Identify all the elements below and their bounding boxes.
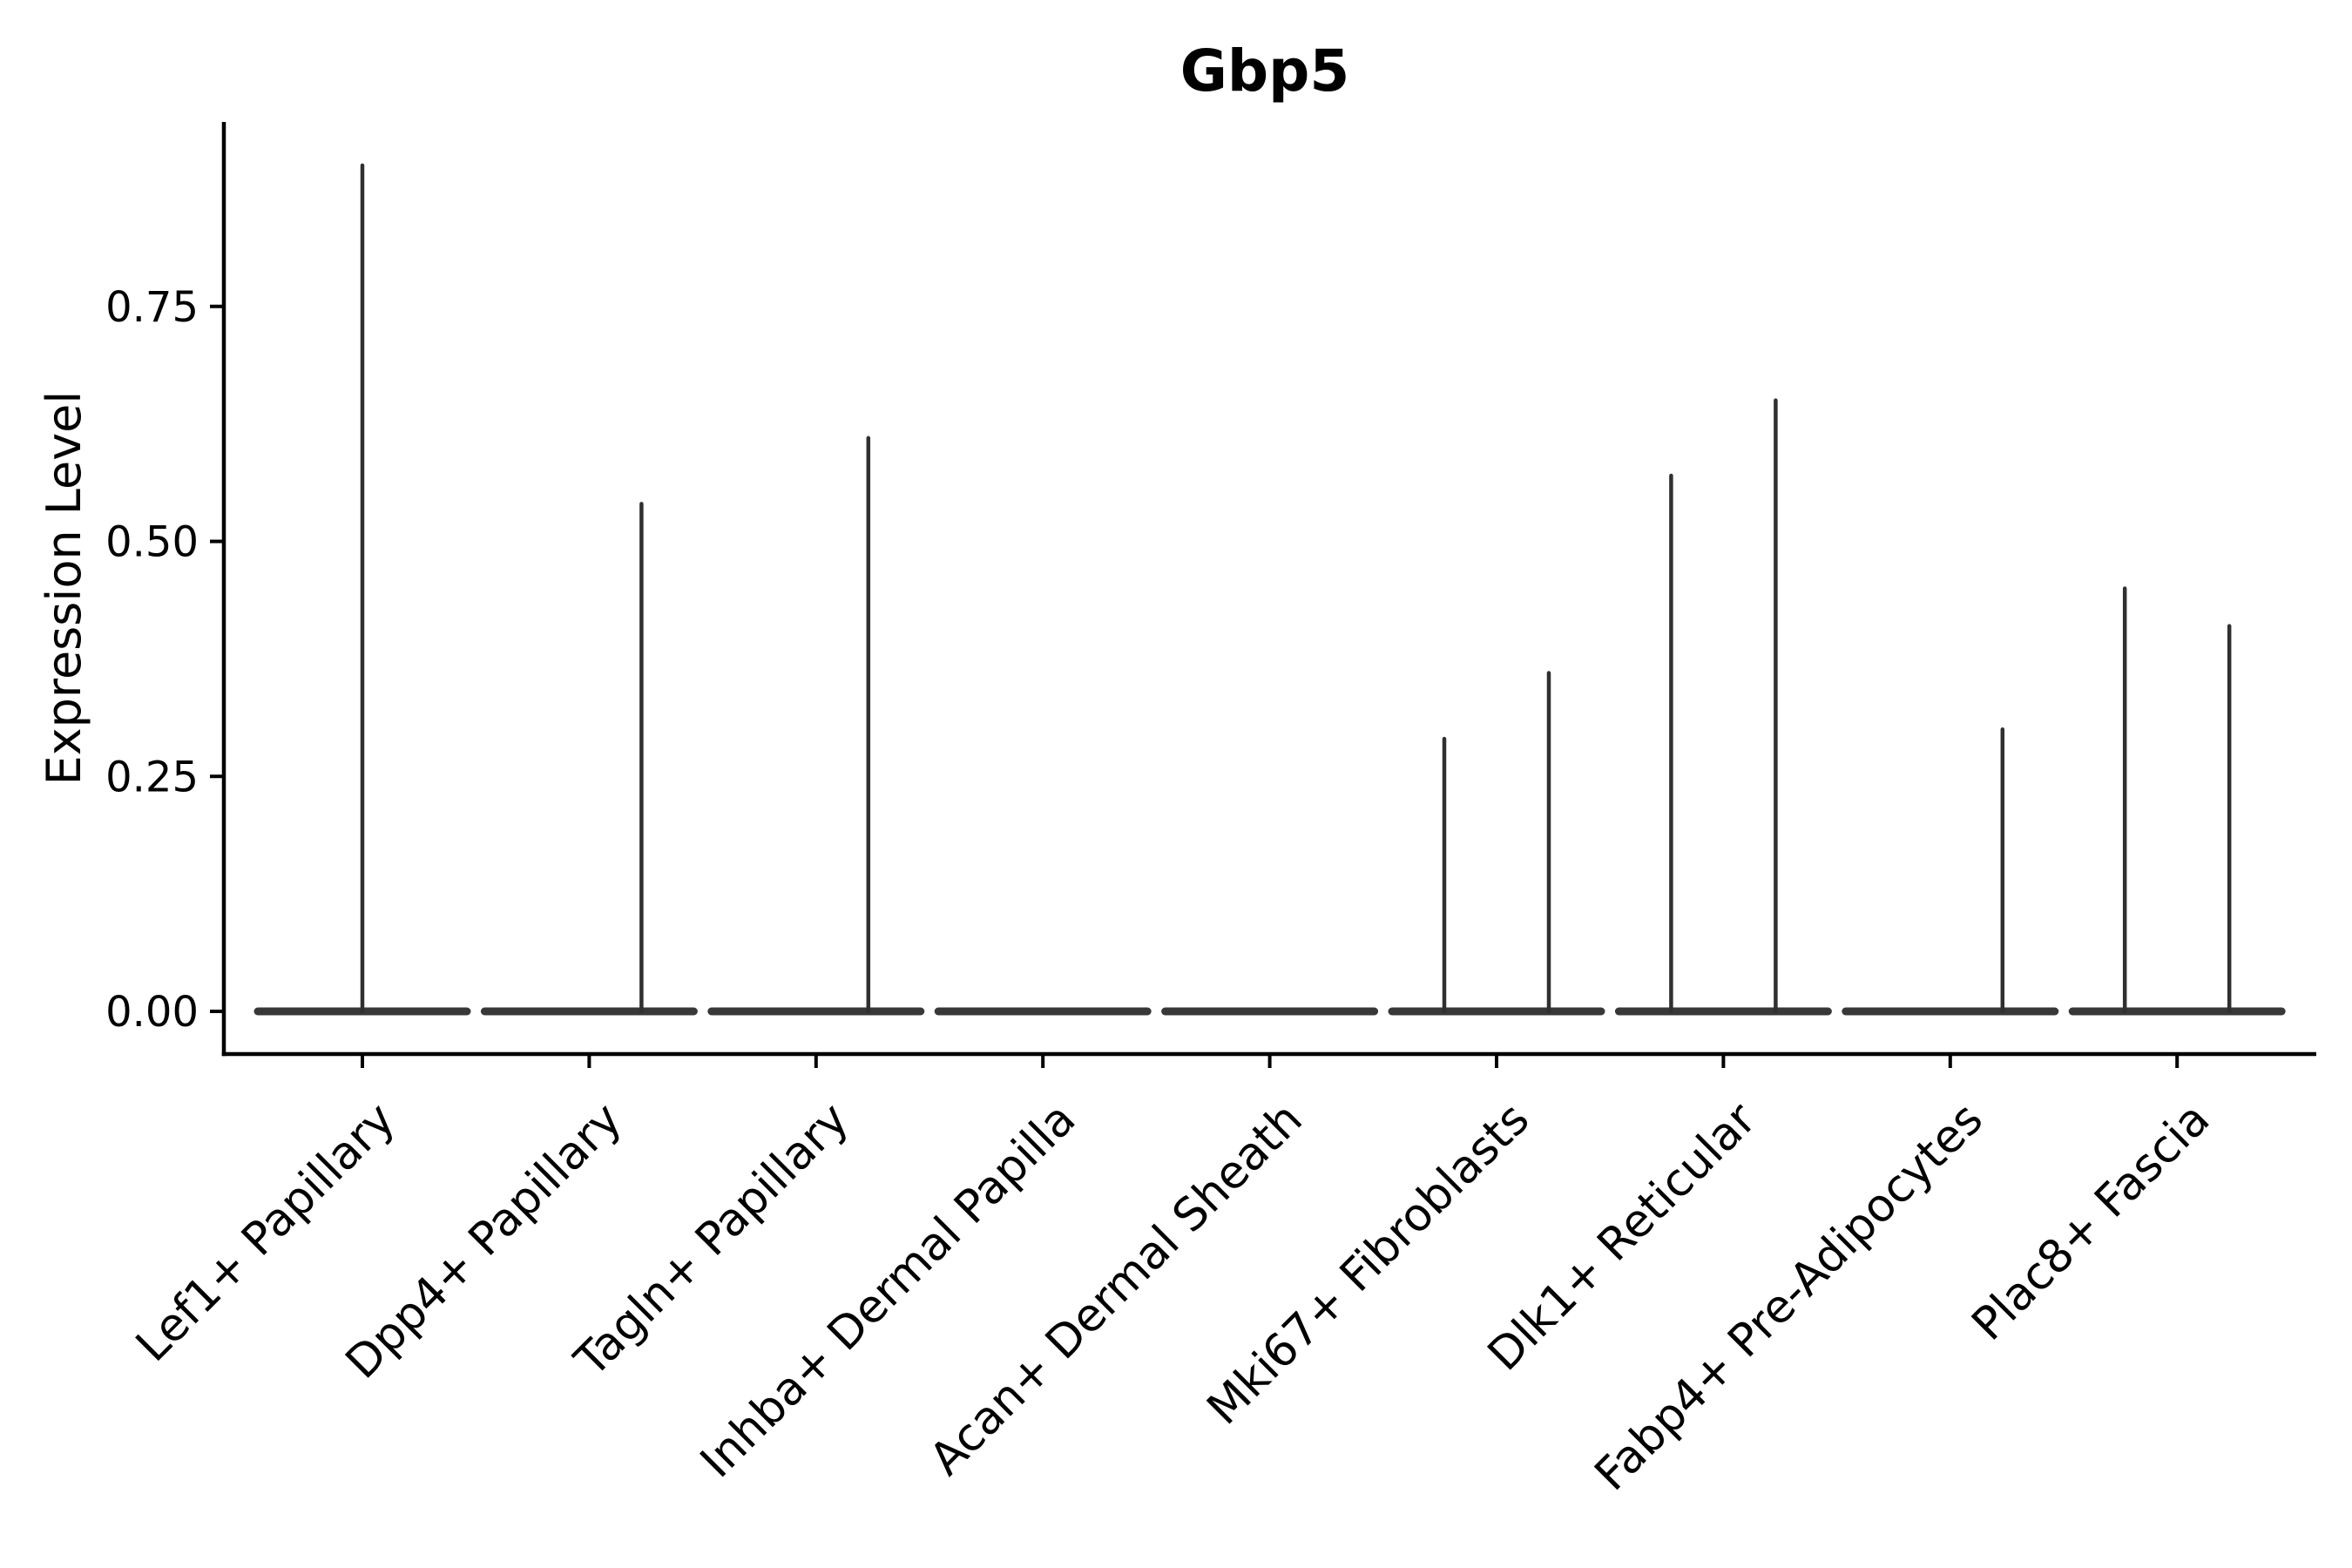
y-axis-label: Expression Level [37, 391, 91, 786]
y-axis-tick-label: 0.75 [105, 283, 199, 332]
plot-title: Gbp5 [1180, 37, 1350, 105]
y-axis-tick-label: 0.00 [105, 988, 199, 1037]
y-axis-tick-label: 0.50 [105, 518, 199, 567]
x-axis-category-label: Acan+ Dermal Sheath [920, 1093, 1313, 1486]
violins-layer [253, 163, 2286, 1016]
x-axis-category-label: Fabp4+ Pre-Adipocytes [1585, 1093, 1993, 1501]
x-axis-category-label: Inhba+ Dermal Papilla [691, 1093, 1085, 1488]
y-axis-tick-label: 0.25 [105, 753, 199, 801]
axes-layer [210, 122, 2316, 1068]
x-axis-category-label: Plac8+ Fascia [1963, 1093, 2220, 1351]
